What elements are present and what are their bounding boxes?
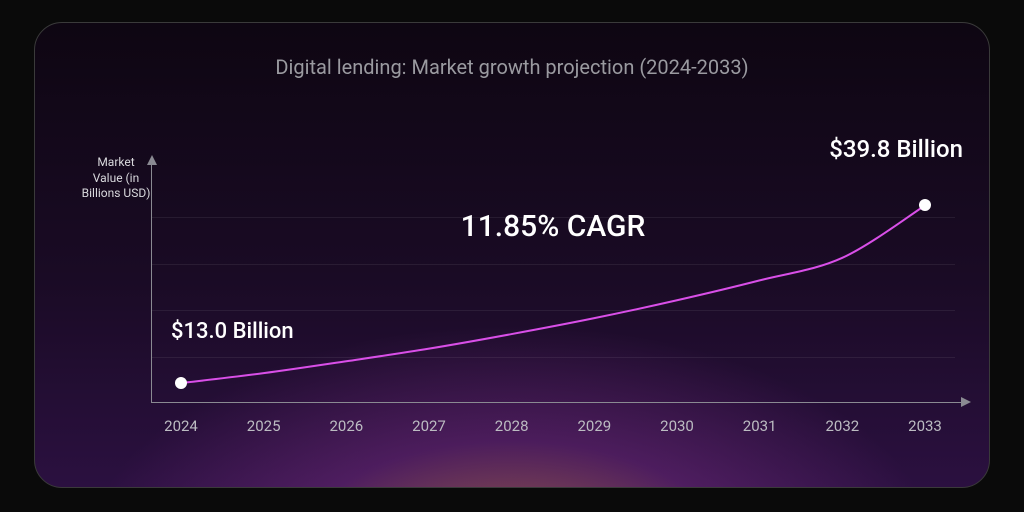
x-tick: 2026	[329, 417, 363, 435]
end-marker	[919, 199, 931, 211]
x-tick: 2024	[164, 417, 198, 435]
chart-title: Digital lending: Market growth projectio…	[35, 55, 989, 79]
chart-card: Digital lending: Market growth projectio…	[34, 22, 990, 488]
start-value-callout: $13.0 Billion	[171, 319, 294, 344]
x-tick: 2033	[908, 417, 942, 435]
x-tick: 2032	[825, 417, 859, 435]
start-marker	[175, 377, 187, 389]
end-value-callout: $39.8 Billion	[829, 135, 963, 163]
x-axis-arrow-icon	[961, 397, 971, 407]
growth-curve	[151, 171, 955, 403]
x-tick: 2031	[743, 417, 777, 435]
x-tick: 2025	[247, 417, 281, 435]
y-axis-arrow-icon	[147, 155, 157, 165]
y-axis-label: Market Value (in Billions USD)	[81, 155, 151, 202]
plot-area: 2024202520262027202820292030203120322033…	[151, 171, 955, 403]
cagr-callout: 11.85% CAGR	[461, 209, 646, 244]
x-tick: 2027	[412, 417, 446, 435]
x-tick: 2028	[495, 417, 529, 435]
x-tick: 2029	[577, 417, 611, 435]
x-tick: 2030	[660, 417, 694, 435]
